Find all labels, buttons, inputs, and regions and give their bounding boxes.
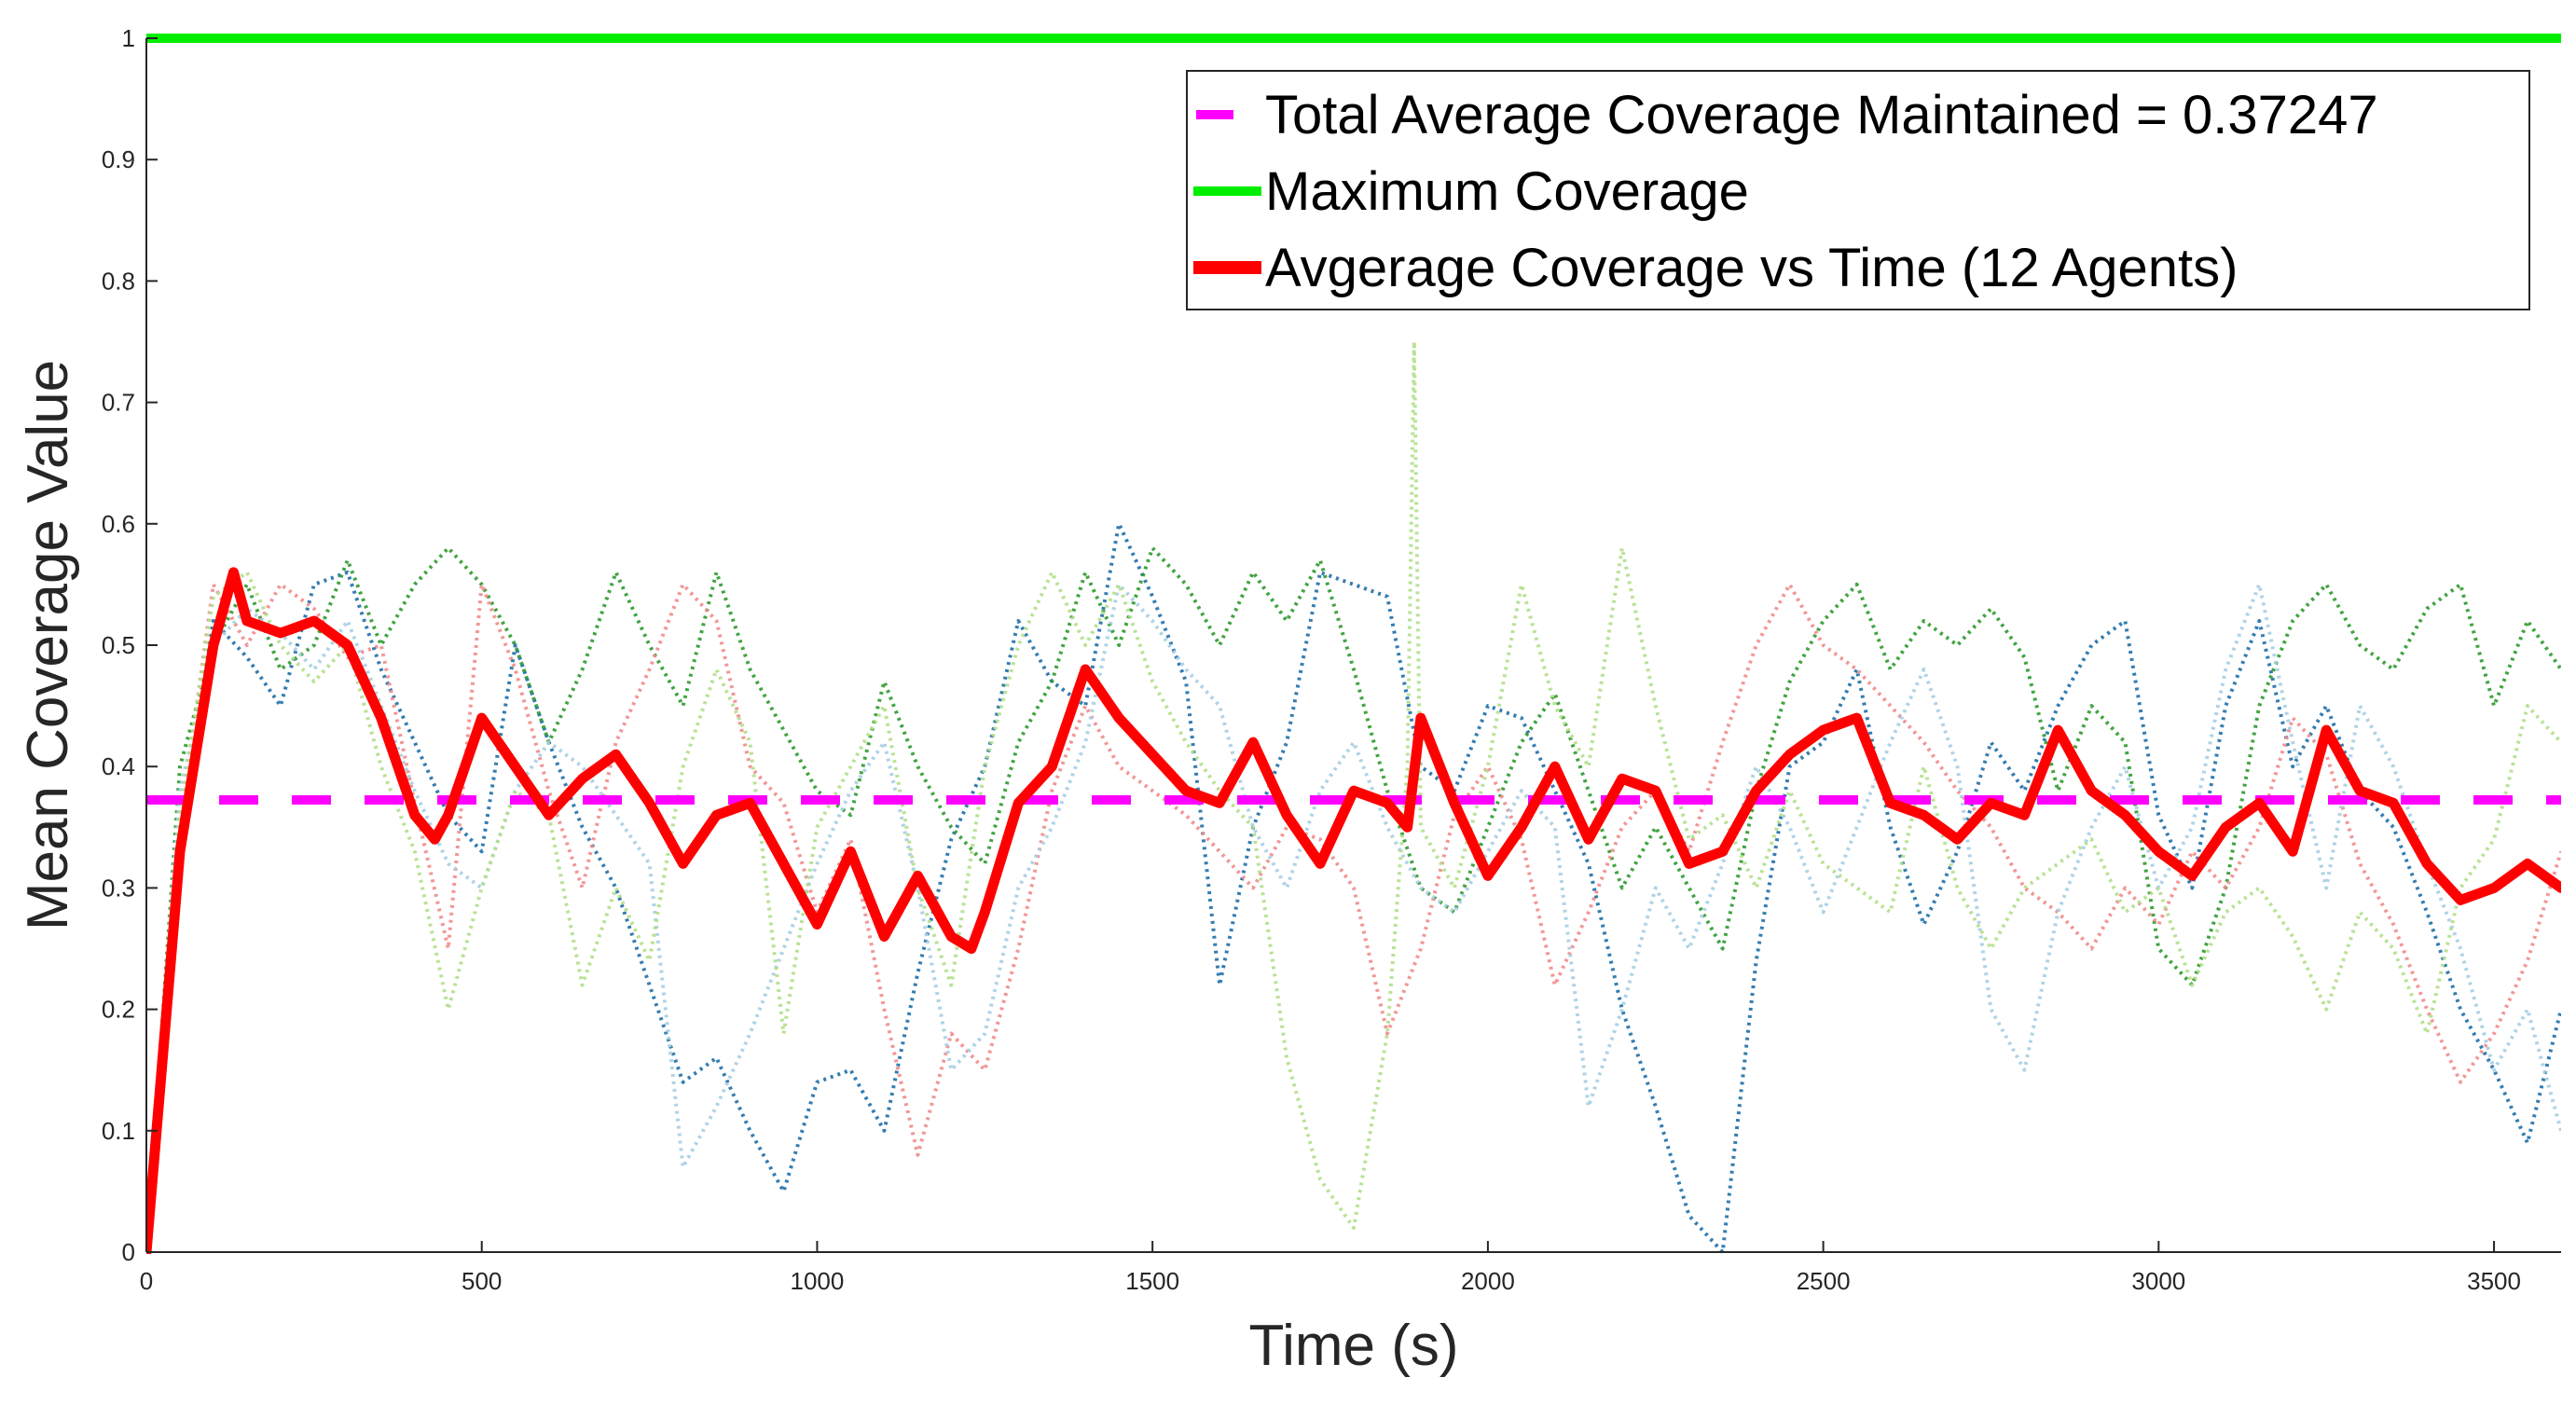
x-ticks: 0 500 1000 1500 2000 2500 3000 3500 [140, 1241, 2521, 1295]
main-series-group [146, 34, 2561, 1254]
y-tick-label: 0.5 [102, 631, 135, 659]
y-ticks: 0 0.1 0.2 0.3 0.4 0.5 0.6 0.7 0.8 0.9 1 [102, 24, 158, 1266]
y-tick-label: 0.7 [102, 389, 135, 417]
y-tick-label: 0.8 [102, 267, 135, 295]
legend-box [1186, 70, 2530, 310]
agent-series-group [146, 339, 2561, 1254]
x-tick-label: 2500 [1797, 1267, 1851, 1295]
y-tick-label: 0.6 [102, 510, 135, 538]
series-line-average-coverage [146, 567, 2561, 1254]
y-tick-label: 0.1 [102, 1117, 135, 1145]
y-tick-label: 1 [122, 24, 135, 52]
legend-label-average: Avgerage Coverage vs Time (12 Agents) [1265, 238, 2239, 298]
series-line-agent-d [146, 582, 2561, 1253]
y-tick-label: 0.3 [102, 874, 135, 902]
legend-label-maximum: Maximum Coverage [1265, 161, 1749, 222]
legend-label-total-average: Total Average Coverage Maintained = 0.37… [1265, 85, 2378, 145]
y-tick-label: 0 [122, 1238, 135, 1266]
legend: Total Average Coverage Maintained = 0.37… [1186, 70, 2530, 310]
x-tick-label: 1000 [791, 1267, 845, 1295]
x-tick-label: 500 [461, 1267, 502, 1295]
y-axis-title: Mean Coverage Value [16, 360, 80, 930]
series-line-agent-c [146, 582, 2561, 1253]
x-tick-label: 3000 [2131, 1267, 2185, 1295]
y-tick-label: 0.4 [102, 752, 135, 780]
y-tick-label: 0.2 [102, 996, 135, 1024]
x-axis-title: Time (s) [1249, 1314, 1459, 1378]
x-tick-label: 1500 [1125, 1267, 1179, 1295]
x-tick-label: 2000 [1461, 1267, 1515, 1295]
y-tick-label: 0.9 [102, 145, 135, 173]
x-tick-label: 3500 [2467, 1267, 2521, 1295]
x-tick-label: 0 [140, 1267, 153, 1295]
